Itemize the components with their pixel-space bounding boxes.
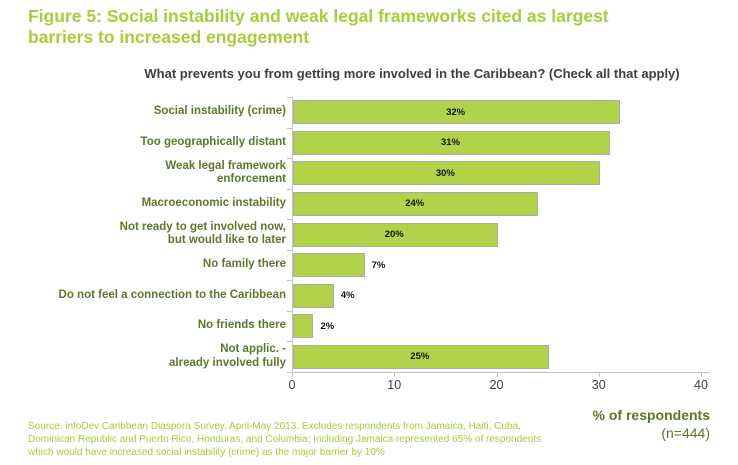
bar xyxy=(293,283,334,308)
category-label: Macroeconomic instability xyxy=(141,197,286,210)
bar xyxy=(293,344,549,369)
x-axis-tick-label: 10 xyxy=(387,378,402,392)
category-label: Too geographically distant xyxy=(140,135,286,148)
value-label: 24% xyxy=(405,198,425,210)
value-label: 4% xyxy=(340,290,355,302)
category-label: No family there xyxy=(202,258,286,271)
value-label: 32% xyxy=(446,106,466,118)
chart-question: What prevents you from getting more invo… xyxy=(144,66,680,81)
y-axis-tick xyxy=(287,127,292,129)
source-note: Source: infoDev Caribbean Diaspora Surve… xyxy=(28,421,542,458)
bar xyxy=(293,100,621,125)
bar xyxy=(293,161,600,186)
x-axis-line xyxy=(292,372,710,373)
y-axis-tick xyxy=(287,310,292,312)
y-axis-tick xyxy=(287,249,292,251)
figure-title: Figure 5: Social instability and weak le… xyxy=(28,6,609,47)
x-axis-title: % of respondents xyxy=(592,407,710,423)
value-label: 20% xyxy=(384,229,404,240)
category-label: Weak legal framework enforcement xyxy=(165,159,286,186)
x-axis-tick-label: 20 xyxy=(489,378,504,392)
y-axis-tick xyxy=(287,219,292,221)
x-axis-tick-label: 30 xyxy=(591,378,606,392)
value-label: 30% xyxy=(435,167,455,179)
y-axis-tick xyxy=(287,341,292,343)
category-label: Social instability (crime) xyxy=(153,105,286,118)
x-axis-tick xyxy=(598,373,600,377)
value-label: 31% xyxy=(440,137,460,149)
y-axis-tick xyxy=(287,97,292,98)
value-label: 2% xyxy=(320,320,335,332)
x-axis-tick xyxy=(292,373,293,377)
category-label: Do not feel a connection to the Caribbea… xyxy=(58,288,286,301)
bar xyxy=(293,130,610,155)
x-axis-tick xyxy=(394,373,396,377)
x-axis-tick-label: 40 xyxy=(694,378,708,392)
x-axis-tick xyxy=(701,373,702,377)
y-axis-tick xyxy=(287,158,292,160)
category-label: No friends there xyxy=(197,319,286,332)
bar xyxy=(293,191,539,216)
category-label: Not applic. - already involved fully xyxy=(169,342,286,369)
x-axis-tick-label: 0 xyxy=(288,378,296,392)
bar xyxy=(293,222,498,247)
sample-size: (n=444) xyxy=(661,425,710,441)
y-axis-line xyxy=(292,97,293,373)
bar xyxy=(293,314,314,339)
bar xyxy=(293,253,365,278)
value-label: 7% xyxy=(371,259,386,271)
y-axis-tick xyxy=(287,372,292,373)
value-label: 25% xyxy=(410,351,430,363)
y-axis-tick xyxy=(287,188,292,190)
y-axis-tick xyxy=(287,280,292,282)
x-axis-tick xyxy=(496,373,498,377)
category-label: Not ready to get involved now, but would… xyxy=(119,220,286,247)
